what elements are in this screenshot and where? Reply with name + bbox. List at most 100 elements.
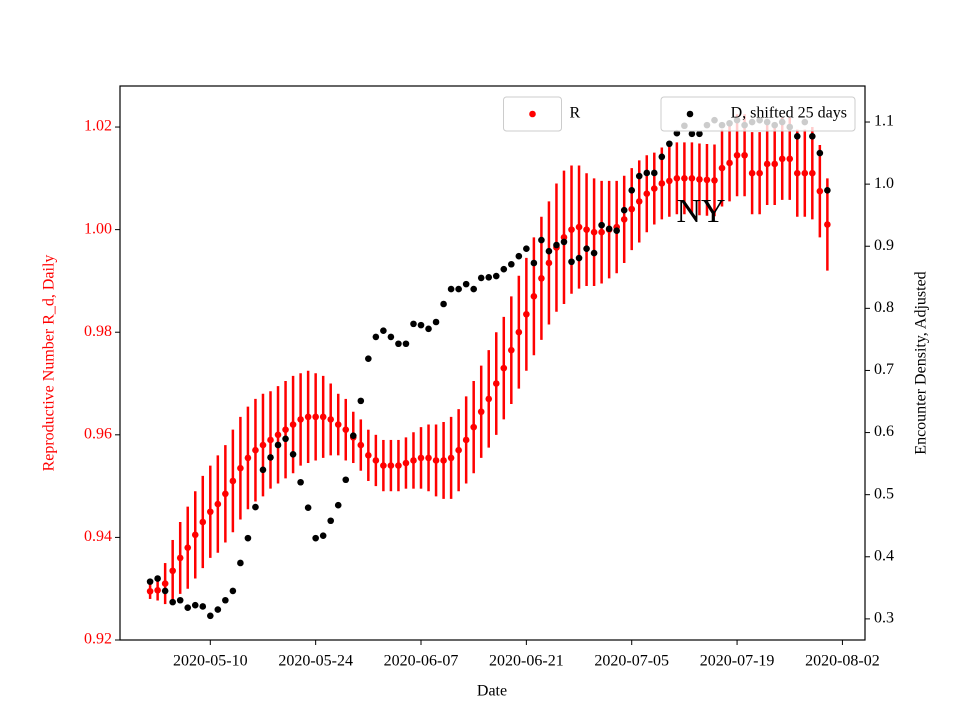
annotation: NY xyxy=(676,193,725,230)
point xyxy=(666,140,673,148)
point xyxy=(492,380,500,387)
point xyxy=(793,169,801,177)
y2-tick-label: 1.0 xyxy=(874,175,894,192)
point xyxy=(432,318,440,326)
x-tick-label: 2020-06-07 xyxy=(384,653,459,670)
point xyxy=(289,450,297,458)
point xyxy=(199,518,207,526)
point xyxy=(696,130,703,138)
point xyxy=(568,258,575,266)
point xyxy=(395,340,402,348)
point xyxy=(372,457,380,464)
point xyxy=(718,164,726,172)
point xyxy=(455,446,462,454)
point xyxy=(410,320,417,328)
point xyxy=(169,567,176,575)
point xyxy=(643,190,651,198)
point xyxy=(417,454,425,462)
point xyxy=(816,187,824,195)
point xyxy=(628,205,636,213)
point xyxy=(440,300,447,308)
y2-axis-label: Encounter Density, Adjusted xyxy=(913,271,930,454)
point xyxy=(515,328,523,336)
point xyxy=(447,454,455,462)
point xyxy=(146,578,154,585)
point xyxy=(327,517,335,525)
point xyxy=(297,416,304,423)
point xyxy=(447,285,455,293)
point xyxy=(289,421,297,428)
point xyxy=(312,534,319,542)
point xyxy=(267,454,274,461)
point xyxy=(154,575,161,582)
point xyxy=(229,477,237,485)
point xyxy=(650,169,658,177)
point xyxy=(763,160,771,168)
point xyxy=(530,293,538,300)
point xyxy=(681,175,688,182)
point xyxy=(380,327,387,335)
point xyxy=(575,223,583,231)
point xyxy=(598,228,605,236)
point xyxy=(620,216,628,223)
point xyxy=(515,252,523,260)
point xyxy=(297,478,304,486)
point xyxy=(357,441,365,449)
legend-label: D, shifted 25 days xyxy=(731,105,847,122)
y-tick-label: 1.00 xyxy=(84,220,112,237)
point xyxy=(259,441,267,449)
point xyxy=(568,226,575,233)
point xyxy=(146,587,154,595)
point xyxy=(259,466,267,474)
x-tick-label: 2020-07-05 xyxy=(594,653,669,670)
point xyxy=(191,531,199,539)
point xyxy=(349,432,357,439)
point xyxy=(304,504,312,512)
point xyxy=(184,544,192,551)
point xyxy=(485,273,493,281)
point xyxy=(184,604,192,612)
point xyxy=(643,169,651,177)
point xyxy=(244,454,252,462)
point xyxy=(410,457,417,464)
point xyxy=(696,176,703,183)
point xyxy=(583,226,590,233)
point xyxy=(688,130,696,138)
point xyxy=(703,176,711,184)
point xyxy=(523,245,530,253)
point xyxy=(357,397,365,405)
point xyxy=(508,260,515,268)
point xyxy=(658,153,666,161)
point xyxy=(809,169,816,177)
point xyxy=(508,346,515,354)
x-tick-label: 2020-08-02 xyxy=(805,653,880,670)
point xyxy=(237,464,244,472)
point xyxy=(432,457,440,464)
point xyxy=(590,249,598,257)
point xyxy=(673,175,681,182)
point xyxy=(191,601,199,609)
point xyxy=(425,454,432,462)
point xyxy=(176,554,184,562)
point xyxy=(274,431,282,439)
point xyxy=(635,198,643,205)
point xyxy=(169,598,176,606)
point xyxy=(387,462,395,469)
point xyxy=(748,169,756,177)
point xyxy=(244,534,252,542)
point xyxy=(342,426,350,433)
point xyxy=(402,340,410,348)
point xyxy=(733,151,741,159)
point xyxy=(816,149,824,157)
point xyxy=(372,333,380,341)
legend-label: R xyxy=(570,105,581,122)
point xyxy=(395,462,402,469)
legend: D, shifted 25 days xyxy=(660,96,856,132)
point xyxy=(176,596,184,604)
y2-tick-label: 0.5 xyxy=(874,485,894,502)
point xyxy=(229,587,237,595)
point xyxy=(771,160,778,168)
point xyxy=(462,280,470,288)
point xyxy=(824,187,831,194)
